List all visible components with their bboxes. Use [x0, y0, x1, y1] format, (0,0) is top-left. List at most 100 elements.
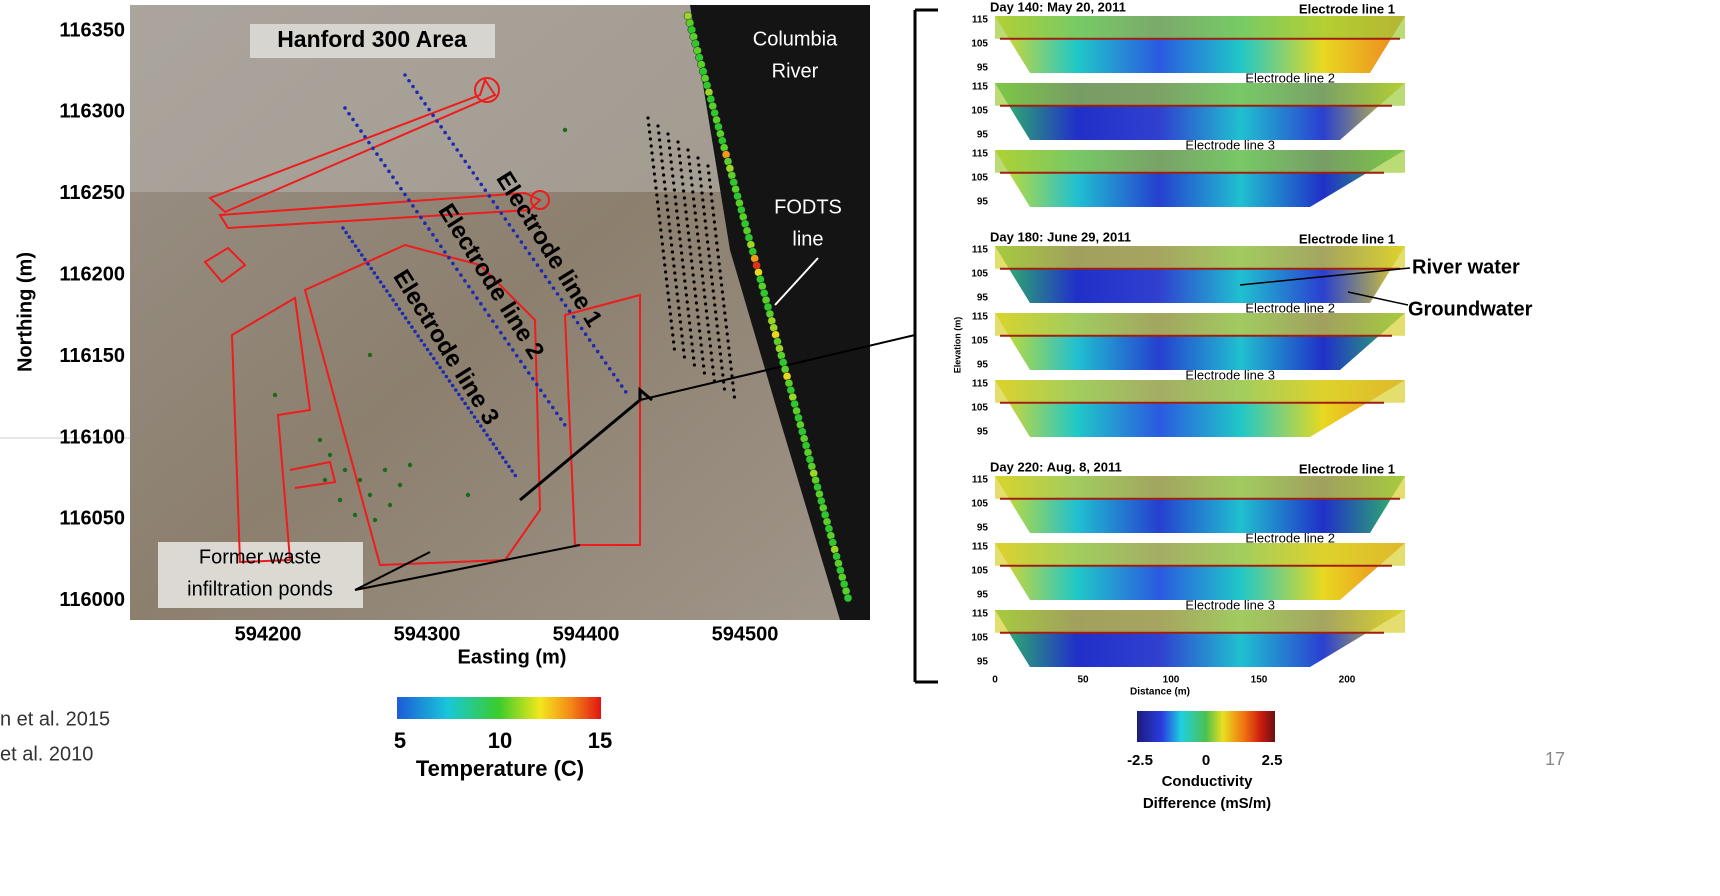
well [693, 363, 696, 366]
electrode [496, 206, 500, 210]
y-tick-label: 116000 [59, 589, 125, 611]
well [670, 167, 673, 170]
electrode [387, 170, 391, 174]
well [668, 146, 671, 149]
elevation-tick: 115 [972, 475, 989, 486]
well [699, 177, 702, 180]
well [702, 288, 705, 291]
elevation-tick: 115 [972, 245, 989, 256]
line-label: Electrode line 3 [1185, 137, 1275, 152]
well [690, 335, 693, 338]
electrode [435, 361, 439, 365]
electrode [491, 319, 495, 323]
well [675, 285, 678, 288]
monitoring-well [358, 478, 362, 482]
x-tick-label: 200 [1339, 675, 1356, 686]
elevation-tick: 105 [971, 336, 988, 347]
well [706, 164, 709, 167]
well [721, 373, 724, 376]
well [685, 293, 688, 296]
well [669, 153, 672, 156]
electrode [360, 253, 364, 257]
well [693, 287, 696, 290]
ponds-label: Former waste [199, 546, 321, 568]
citation: et al. 2010 [0, 743, 93, 765]
electrode [467, 285, 471, 289]
well [699, 336, 702, 339]
colorbar-tick: 10 [488, 728, 512, 753]
well [652, 165, 655, 168]
well [662, 249, 665, 252]
electrode [512, 229, 516, 233]
well [670, 243, 673, 246]
elevation-tick: 105 [971, 633, 988, 644]
well [689, 252, 692, 255]
line-label: Electrode line 1 [1299, 231, 1395, 246]
well [676, 299, 679, 302]
well [698, 246, 701, 249]
well [706, 323, 709, 326]
well [666, 284, 669, 287]
well [703, 295, 706, 298]
electrode [420, 339, 424, 343]
well [676, 292, 679, 295]
well [698, 170, 701, 173]
electrode [463, 160, 467, 164]
well [712, 289, 715, 292]
monitoring-well [466, 493, 470, 497]
electrode [451, 142, 455, 146]
electrode [395, 181, 399, 185]
well [676, 140, 679, 143]
well [700, 350, 703, 353]
well [722, 297, 725, 300]
well [727, 346, 730, 349]
monitoring-well [338, 498, 342, 502]
well [714, 234, 717, 237]
well [646, 116, 649, 119]
x-tick-label: 594300 [394, 623, 461, 645]
well [694, 218, 697, 221]
electrode [467, 165, 471, 169]
river-label: Columbia [753, 28, 838, 50]
electrode [488, 438, 492, 442]
well [723, 311, 726, 314]
x-tick-label: 50 [1077, 675, 1089, 686]
well [712, 213, 715, 216]
well [658, 221, 661, 224]
electrode [475, 296, 479, 300]
well [718, 269, 721, 272]
fodts-label: line [792, 228, 823, 250]
well [677, 306, 680, 309]
well [666, 208, 669, 211]
well [732, 388, 735, 391]
electrode [560, 298, 564, 302]
elevation-tick: 115 [972, 82, 989, 93]
well [686, 300, 689, 303]
well [650, 151, 653, 154]
elevation-tick: 95 [977, 130, 989, 141]
well [661, 166, 664, 169]
elevation-tick: 105 [971, 269, 988, 280]
electrode [600, 355, 604, 359]
well [720, 359, 723, 362]
electrode [547, 400, 551, 404]
elevation-tick: 115 [972, 15, 989, 26]
electrode [376, 276, 380, 280]
electrode [369, 267, 373, 271]
well [685, 217, 688, 220]
well [730, 367, 733, 370]
elevation-tick: 95 [977, 523, 989, 534]
well [678, 313, 681, 316]
electrode [499, 331, 503, 335]
well [654, 186, 657, 189]
upper-layer [995, 83, 1405, 106]
electrode [495, 447, 499, 451]
well [700, 191, 703, 194]
electrode [416, 334, 420, 338]
well [704, 302, 707, 305]
temperature-colorbar [397, 697, 601, 719]
electrode [592, 344, 596, 348]
electrode [548, 281, 552, 285]
y-tick-label: 116350 [59, 19, 125, 41]
well [726, 332, 729, 335]
